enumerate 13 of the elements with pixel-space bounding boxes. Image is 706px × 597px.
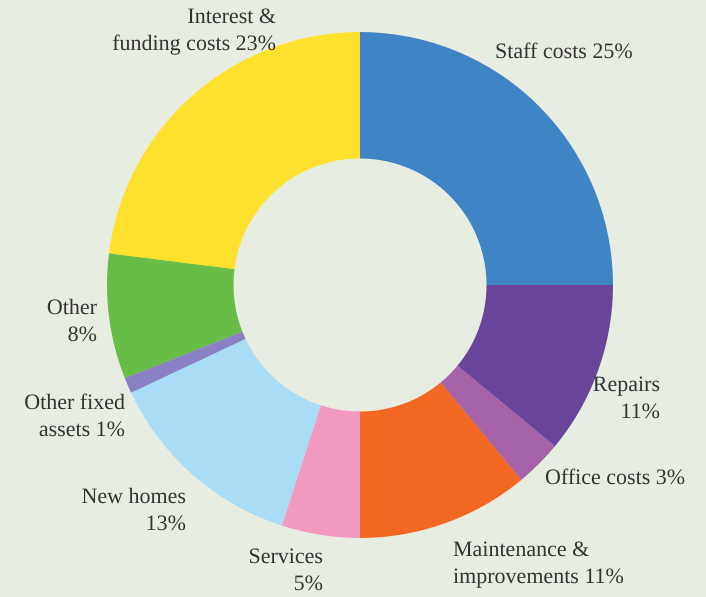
data-label: 11% [620, 398, 660, 423]
slice-label: Office costs 3% [545, 464, 686, 489]
data-label: 5% [294, 570, 323, 595]
slice-label: Staff costs 25% [495, 38, 633, 63]
data-label: 8% [68, 320, 97, 346]
slice-label: Other [46, 294, 98, 319]
data-label: 13% [146, 510, 186, 535]
slice-label: Other fixed assets 1% [24, 388, 125, 441]
slice-label: New homes [82, 482, 186, 508]
slice-label: Services [248, 542, 323, 568]
slice-label: Interest & funding costs 23% [112, 2, 276, 55]
slice-label: Repairs [592, 370, 660, 396]
slice-label: Maintenance & improvements 11% [453, 536, 624, 588]
